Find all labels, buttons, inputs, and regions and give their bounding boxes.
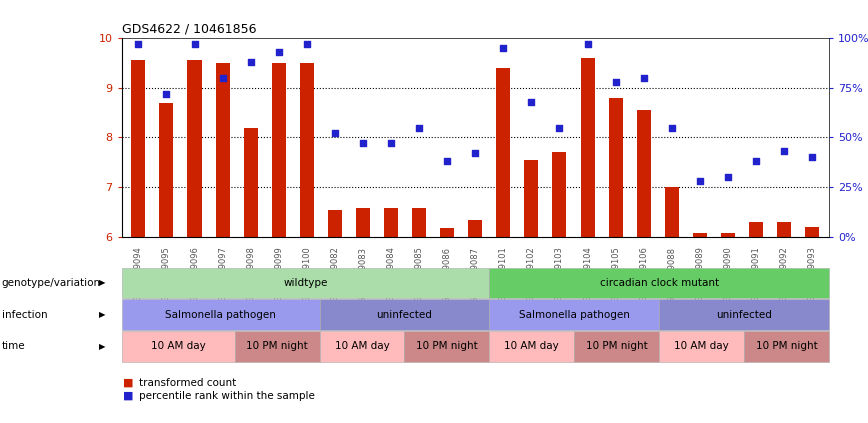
Bar xyxy=(272,63,286,237)
Point xyxy=(440,158,454,165)
Point xyxy=(777,148,791,155)
Bar xyxy=(215,63,230,237)
Text: 10 PM night: 10 PM night xyxy=(416,341,477,352)
Point xyxy=(160,91,174,97)
Point xyxy=(608,78,622,85)
Bar xyxy=(496,68,510,237)
Bar xyxy=(777,222,791,237)
Bar xyxy=(693,233,707,237)
Bar xyxy=(581,58,595,237)
Point xyxy=(328,130,342,137)
Text: ■: ■ xyxy=(123,390,134,401)
Point xyxy=(131,41,145,47)
Point xyxy=(272,49,286,55)
Point xyxy=(384,140,398,147)
Point xyxy=(749,158,763,165)
Text: circadian clock mutant: circadian clock mutant xyxy=(600,278,719,288)
Text: 10 PM night: 10 PM night xyxy=(247,341,308,352)
Bar xyxy=(187,60,201,237)
Point xyxy=(721,174,735,181)
Point xyxy=(553,124,567,131)
Point xyxy=(215,74,229,81)
Point xyxy=(524,98,538,105)
Point xyxy=(496,45,510,52)
Text: ■: ■ xyxy=(123,378,134,388)
Bar xyxy=(299,63,314,237)
Point xyxy=(356,140,370,147)
Bar xyxy=(160,103,174,237)
Point xyxy=(244,58,258,65)
Text: 10 AM day: 10 AM day xyxy=(151,341,206,352)
Text: 10 PM night: 10 PM night xyxy=(756,341,818,352)
Bar xyxy=(384,208,398,237)
Bar xyxy=(131,60,145,237)
Text: 10 AM day: 10 AM day xyxy=(504,341,559,352)
Point xyxy=(581,41,595,47)
Text: Salmonella pathogen: Salmonella pathogen xyxy=(165,310,276,320)
Text: ▶: ▶ xyxy=(99,342,106,351)
Text: ▶: ▶ xyxy=(99,310,106,319)
Text: 10 AM day: 10 AM day xyxy=(335,341,390,352)
Bar xyxy=(244,128,258,237)
Point xyxy=(806,154,819,161)
Text: infection: infection xyxy=(2,310,48,320)
Bar xyxy=(608,98,622,237)
Point xyxy=(187,41,201,47)
Point xyxy=(469,150,483,157)
Point xyxy=(412,124,426,131)
Bar xyxy=(749,222,763,237)
Text: 10 AM day: 10 AM day xyxy=(674,341,729,352)
Text: wildtype: wildtype xyxy=(283,278,327,288)
Text: 10 PM night: 10 PM night xyxy=(586,341,648,352)
Bar xyxy=(412,208,426,237)
Bar xyxy=(636,110,651,237)
Text: uninfected: uninfected xyxy=(377,310,432,320)
Text: GDS4622 / 10461856: GDS4622 / 10461856 xyxy=(122,22,256,36)
Bar xyxy=(665,187,679,237)
Bar xyxy=(524,160,538,237)
Bar xyxy=(552,152,567,237)
Bar xyxy=(720,233,735,237)
Point xyxy=(637,74,651,81)
Text: transformed count: transformed count xyxy=(139,378,236,388)
Point xyxy=(665,124,679,131)
Point xyxy=(693,178,707,184)
Bar xyxy=(806,227,819,237)
Text: percentile rank within the sample: percentile rank within the sample xyxy=(139,390,315,401)
Point xyxy=(299,41,313,47)
Text: uninfected: uninfected xyxy=(716,310,772,320)
Bar xyxy=(356,208,370,237)
Text: Salmonella pathogen: Salmonella pathogen xyxy=(519,310,629,320)
Text: time: time xyxy=(2,341,25,352)
Text: genotype/variation: genotype/variation xyxy=(2,278,101,288)
Text: ▶: ▶ xyxy=(99,278,106,288)
Bar xyxy=(440,228,454,237)
Bar xyxy=(328,209,342,237)
Bar xyxy=(468,220,483,237)
